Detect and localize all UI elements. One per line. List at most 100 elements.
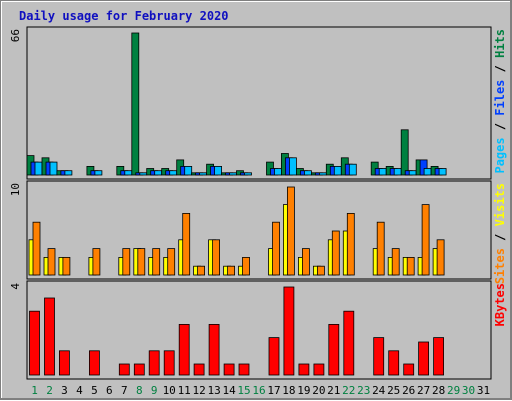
bottom-panel-border <box>26 280 492 380</box>
middle-bar-sites-day-27 <box>421 204 430 276</box>
day-label-30: 30 <box>462 384 475 397</box>
chart-title: Daily usage for February 2020 <box>19 9 229 23</box>
bottom-bar-kbytes-day-24 <box>373 337 385 376</box>
top-bar-pages-day-1 <box>34 161 43 176</box>
top-bar-pages-day-25 <box>393 168 402 176</box>
top-axis-label-part-1: / <box>493 116 507 138</box>
top-bar-pages-day-27 <box>423 168 432 176</box>
bottom-bar-kbytes-day-27 <box>418 341 430 376</box>
bottom-bar-kbytes-day-7 <box>118 363 130 376</box>
day-label-14: 14 <box>222 384 236 397</box>
top-bar-pages-day-2 <box>49 161 58 176</box>
top-bar-pages-day-22 <box>348 163 357 176</box>
top-bar-pages-day-19 <box>303 170 312 176</box>
bottom-bar-kbytes-day-11 <box>178 323 190 376</box>
bottom-bar-kbytes-day-19 <box>298 363 310 376</box>
day-label-24: 24 <box>372 384 386 397</box>
middle-bar-sites-day-28 <box>436 239 445 276</box>
top-bar-pages-day-7 <box>124 170 133 176</box>
top-bar-pages-day-8 <box>139 172 148 176</box>
bottom-bar-kbytes-day-2 <box>44 297 55 376</box>
middle-bar-sites-day-18 <box>286 186 295 276</box>
top-axis-label-part-0: Pages <box>493 137 507 173</box>
middle-bar-sites-day-11 <box>182 212 191 276</box>
middle-bar-sites-day-2 <box>47 248 56 276</box>
bottom-bar-kbytes-day-3 <box>59 350 70 376</box>
bottom-bar-kbytes-day-21 <box>328 323 340 376</box>
bottom-bar-kbytes-day-15 <box>238 363 250 376</box>
bottom-bar-kbytes-day-17 <box>268 337 280 376</box>
middle-bar-sites-day-17 <box>272 221 280 276</box>
bottom-bar-kbytes-day-5 <box>89 350 100 376</box>
bottom-bar-kbytes-day-12 <box>193 363 205 376</box>
day-label-2: 2 <box>46 384 53 397</box>
top-bar-pages-day-20 <box>318 172 327 176</box>
top-bar-pages-day-11 <box>184 165 193 176</box>
middle-axis-label: Sites / Visits <box>493 183 507 284</box>
day-label-27: 27 <box>417 384 430 397</box>
day-label-22: 22 <box>342 384 355 397</box>
top-bar-hits-day-26 <box>400 129 409 176</box>
day-label-12: 12 <box>192 384 205 397</box>
middle-bar-sites-day-1 <box>32 221 41 276</box>
day-label-7: 7 <box>121 384 128 397</box>
top-bar-pages-day-5 <box>94 170 103 176</box>
bottom-bar-kbytes-day-9 <box>148 350 160 376</box>
bottom-axis-label: KBytes <box>493 283 507 326</box>
top-panel-border <box>26 26 492 180</box>
bottom-bar-kbytes-day-26 <box>403 363 415 376</box>
middle-bar-sites-day-14 <box>227 265 236 276</box>
day-label-31: 31 <box>477 384 490 397</box>
bottom-bar-kbytes-day-14 <box>223 363 235 376</box>
middle-max-label: 10 <box>9 183 22 196</box>
day-label-3: 3 <box>61 384 68 397</box>
day-label-4: 4 <box>76 384 83 397</box>
bottom-bar-kbytes-day-1 <box>29 310 40 376</box>
top-bar-pages-day-13 <box>214 165 223 176</box>
day-label-21: 21 <box>327 384 340 397</box>
middle-bar-sites-day-9 <box>152 248 161 276</box>
day-label-6: 6 <box>106 384 113 397</box>
top-max-label: 66 <box>9 29 22 42</box>
middle-bar-sites-day-5 <box>92 248 101 276</box>
middle-axis-label-part-1: / <box>493 226 507 248</box>
top-axis-label-part-3: / <box>493 58 507 80</box>
top-bar-pages-day-18 <box>288 157 297 176</box>
middle-bar-sites-day-22 <box>346 212 355 276</box>
middle-bar-sites-day-26 <box>406 256 415 276</box>
day-label-10: 10 <box>163 384 176 397</box>
bottom-bar-kbytes-day-10 <box>163 350 175 376</box>
day-label-28: 28 <box>432 384 445 397</box>
top-bar-pages-day-24 <box>378 168 387 176</box>
middle-bar-sites-day-24 <box>376 221 385 276</box>
day-label-23: 23 <box>357 384 370 397</box>
bottom-max-label: 4 <box>9 283 22 290</box>
top-bar-pages-day-3 <box>64 170 73 176</box>
middle-bar-sites-day-13 <box>212 239 221 276</box>
bottom-bar-kbytes-day-28 <box>433 337 445 376</box>
day-label-19: 19 <box>297 384 310 397</box>
middle-bar-sites-day-10 <box>167 248 176 276</box>
day-label-26: 26 <box>402 384 415 397</box>
day-label-15: 15 <box>237 384 250 397</box>
middle-axis-label-part-0: Sites <box>493 248 507 284</box>
bottom-bar-kbytes-day-18 <box>283 286 295 376</box>
top-bar-files-day-27 <box>419 159 428 176</box>
top-bar-pages-day-14 <box>229 172 238 176</box>
bottom-bar-kbytes-day-22 <box>343 310 355 376</box>
day-label-11: 11 <box>178 384 191 397</box>
bottom-bar-kbytes-day-25 <box>388 350 400 376</box>
middle-bar-sites-day-15 <box>242 256 250 276</box>
bottom-axis-label-part-0: KBytes <box>493 283 507 326</box>
top-axis-label-part-4: Hits <box>493 29 507 58</box>
day-label-8: 8 <box>136 384 143 397</box>
top-bar-pages-day-17 <box>274 168 282 176</box>
day-label-17: 17 <box>267 384 280 397</box>
middle-bar-sites-day-7 <box>122 248 131 276</box>
top-bar-pages-day-9 <box>154 170 163 176</box>
top-bar-pages-day-15 <box>244 172 252 176</box>
middle-bar-sites-day-12 <box>197 265 206 276</box>
middle-bar-sites-day-25 <box>391 248 400 276</box>
